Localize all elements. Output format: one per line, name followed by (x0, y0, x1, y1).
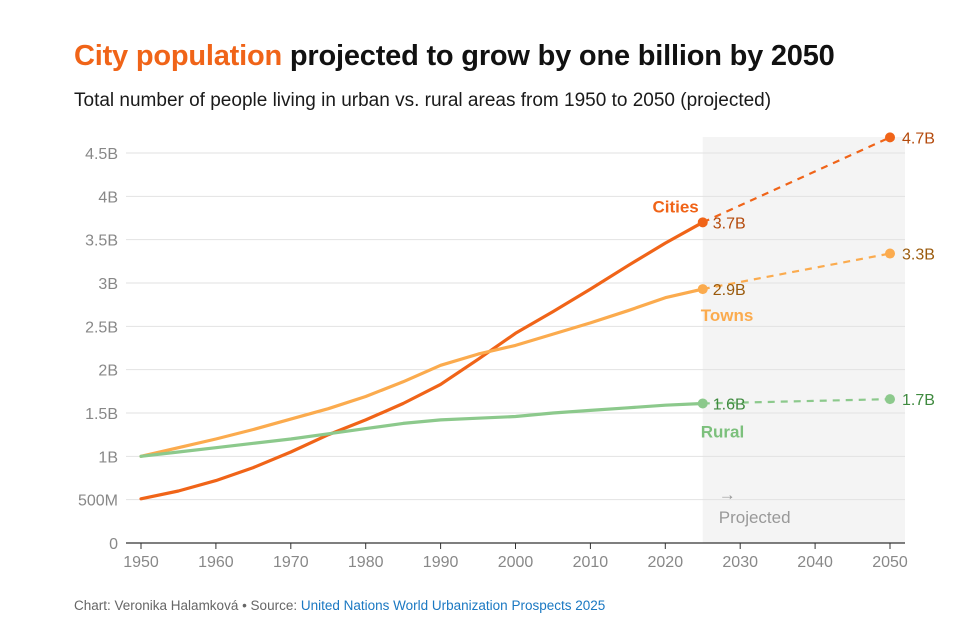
x-tick-label: 2030 (722, 554, 758, 571)
projection-label: Projected (719, 508, 791, 527)
footer-credit: Chart: Veronika Halamková • Source: (74, 598, 301, 613)
cities-line (139, 220, 705, 501)
x-tick-label: 2040 (797, 554, 833, 571)
chart-footer: Chart: Veronika Halamková • Source: Unit… (74, 598, 605, 613)
series-lines (139, 132, 895, 501)
projection-arrow: → (719, 485, 736, 504)
grid-lines (126, 152, 905, 544)
cities-2050-point (885, 132, 895, 143)
y-tick-label: 500M (78, 493, 118, 510)
rural-series-label: Rural (701, 422, 744, 441)
y-tick-label: 3.5B (85, 233, 118, 250)
title-highlight: City population (74, 40, 283, 72)
cities-series-label: Cities (652, 197, 698, 216)
rural-projection-line (702, 398, 891, 405)
y-tick-label: 1.5B (85, 406, 118, 423)
y-tick-label: 2.5B (85, 319, 118, 336)
x-tick-label: 1960 (198, 554, 234, 571)
rural-2025-value: 1.6B (713, 396, 746, 413)
x-tick-label: 1950 (123, 554, 159, 571)
x-tick-label: 2010 (573, 554, 609, 571)
towns-projection-line (702, 252, 891, 291)
rural-2025-point (697, 398, 708, 409)
x-tick-label: 2020 (648, 554, 684, 571)
y-tick-label: 4.5B (85, 146, 118, 163)
towns-2025-point (697, 284, 708, 295)
title-rest: projected to grow by one billion by 2050 (282, 40, 835, 72)
rural-2050-point (885, 394, 895, 405)
x-tick-label: 2000 (498, 554, 534, 571)
towns-series-label: Towns (701, 306, 754, 325)
y-tick-label: 4B (98, 189, 118, 206)
y-tick-label: 0 (109, 536, 118, 553)
cities-2025-point (697, 217, 708, 228)
cities-2050-value: 4.7B (902, 130, 935, 147)
y-axis-ticks: 0 500M 1B 1.5B 2B 2.5B 3B 3.5B 4B 4.5B (78, 146, 118, 553)
towns-2050-value: 3.3B (902, 247, 935, 264)
chart-subtitle: Total number of people living in urban v… (74, 90, 772, 111)
cities-projection-line (702, 136, 891, 224)
x-tick-label: 2050 (872, 554, 908, 571)
chart-title: City population projected to grow by one… (74, 40, 835, 73)
source-link[interactable]: United Nations World Urbanization Prospe… (300, 598, 606, 613)
y-tick-label: 2B (98, 363, 118, 380)
towns-2050-point (885, 248, 895, 259)
cities-2025-value: 3.7B (713, 215, 746, 232)
towns-2025-value: 2.9B (713, 282, 746, 299)
series-labels: 3.7B 4.7B Cities 2.9B 3.3B Towns 1.6B 1.7B Rural (652, 130, 934, 441)
projection-band (702, 137, 905, 543)
x-tick-label: 1980 (348, 554, 384, 571)
y-tick-label: 3B (98, 276, 118, 293)
x-axis-ticks: 1950 1960 1970 1980 1990 2000 2010 2020 2030 2040… (123, 543, 908, 571)
rural-2050-value: 1.7B (902, 392, 935, 409)
towns-line (139, 287, 705, 458)
x-tick-label: 1990 (423, 554, 459, 571)
rural-line (139, 401, 705, 458)
y-tick-label: 1B (98, 449, 118, 466)
x-tick-label: 1970 (273, 554, 309, 571)
